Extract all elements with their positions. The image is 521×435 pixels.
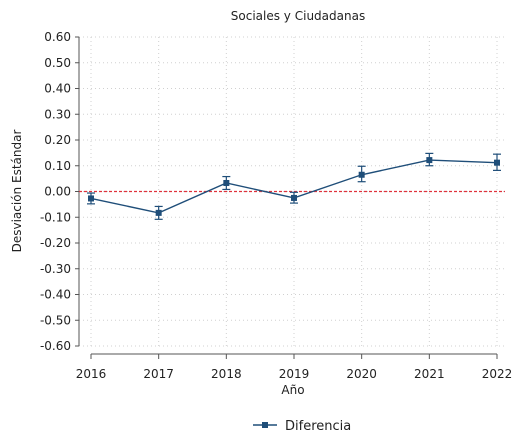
- x-tick-label: 2022: [482, 367, 513, 381]
- y-tick-label: -0.40: [40, 288, 71, 302]
- y-tick-label: -0.10: [40, 210, 71, 224]
- y-tick-label: 0.60: [44, 30, 71, 44]
- y-tick-label: -0.60: [40, 339, 71, 353]
- data-point: [358, 171, 365, 178]
- x-tick-label: 2020: [346, 367, 377, 381]
- x-axis-title: Año: [281, 383, 304, 397]
- data-point: [426, 157, 433, 164]
- series-line: [90, 159, 498, 214]
- y-tick-label: 0.20: [44, 133, 71, 147]
- y-tick-label: 0.00: [44, 185, 71, 199]
- x-tick-label: 2017: [143, 367, 174, 381]
- y-tick-label: -0.50: [40, 313, 71, 327]
- legend-label: Diferencia: [285, 419, 351, 434]
- legend: Diferencia: [253, 419, 351, 434]
- y-tick-label: 0.10: [44, 159, 71, 173]
- x-tick-label: 2019: [279, 367, 310, 381]
- y-tick-label: 0.30: [44, 107, 71, 121]
- y-axis-title: Desviación Estándar: [10, 130, 24, 253]
- y-tick-label: -0.30: [40, 262, 71, 276]
- y-axis: 0.60 0.50 0.40 0.30 0.20 0.10 0.00 -0.10 -0.20 -0…: [40, 30, 80, 353]
- y-tick-label: 0.40: [44, 82, 71, 96]
- y-tick-label: 0.50: [44, 56, 71, 70]
- data-point: [291, 194, 297, 201]
- series-diferencia: [87, 152, 501, 220]
- y-tick-label: -0.20: [40, 236, 71, 250]
- data-point: [155, 209, 162, 216]
- x-tick-label: 2018: [211, 367, 242, 381]
- data-point: [223, 180, 230, 187]
- x-axis: 2016 2017 2018 2019 2020 2021 2022: [76, 353, 513, 381]
- legend-marker-icon: [262, 422, 268, 428]
- data-point: [494, 159, 500, 166]
- x-tick-label: 2021: [414, 367, 445, 381]
- x-tick-label: 2016: [76, 367, 107, 381]
- data-point: [88, 195, 94, 202]
- chart-title: Sociales y Ciudadanas: [231, 9, 365, 23]
